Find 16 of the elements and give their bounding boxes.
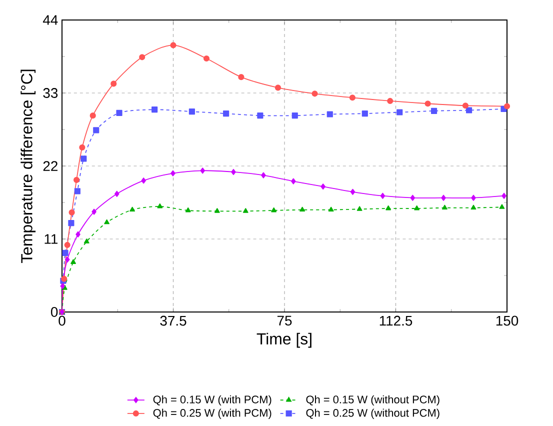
y-tick-label: 22 — [43, 161, 58, 171]
y-tick-label: 11 — [44, 234, 58, 244]
x-tick-label: 37.5 — [160, 316, 186, 326]
y-tick-label: 0 — [50, 307, 58, 317]
y-tick-label: 44 — [42, 15, 58, 25]
legend-label: Qh = 0.25 W (with PCM) — [153, 408, 272, 419]
y-axis-title: Temperature difference [°C] — [20, 70, 36, 264]
x-tick-label: 0 — [58, 316, 66, 326]
x-tick-label: 112.5 — [380, 316, 412, 326]
x-axis-title: Time [s] — [256, 332, 312, 348]
legend-label: Qh = 0.15 W (without PCM) — [306, 395, 440, 406]
legend-label: Qh = 0.25 W (without PCM) — [306, 408, 440, 419]
x-tick-label: 75 — [277, 316, 292, 326]
legend-label: Qh = 0.15 W (with PCM) — [153, 395, 272, 406]
y-tick-label: 33 — [43, 88, 58, 98]
x-tick-label: 150 — [496, 316, 518, 326]
